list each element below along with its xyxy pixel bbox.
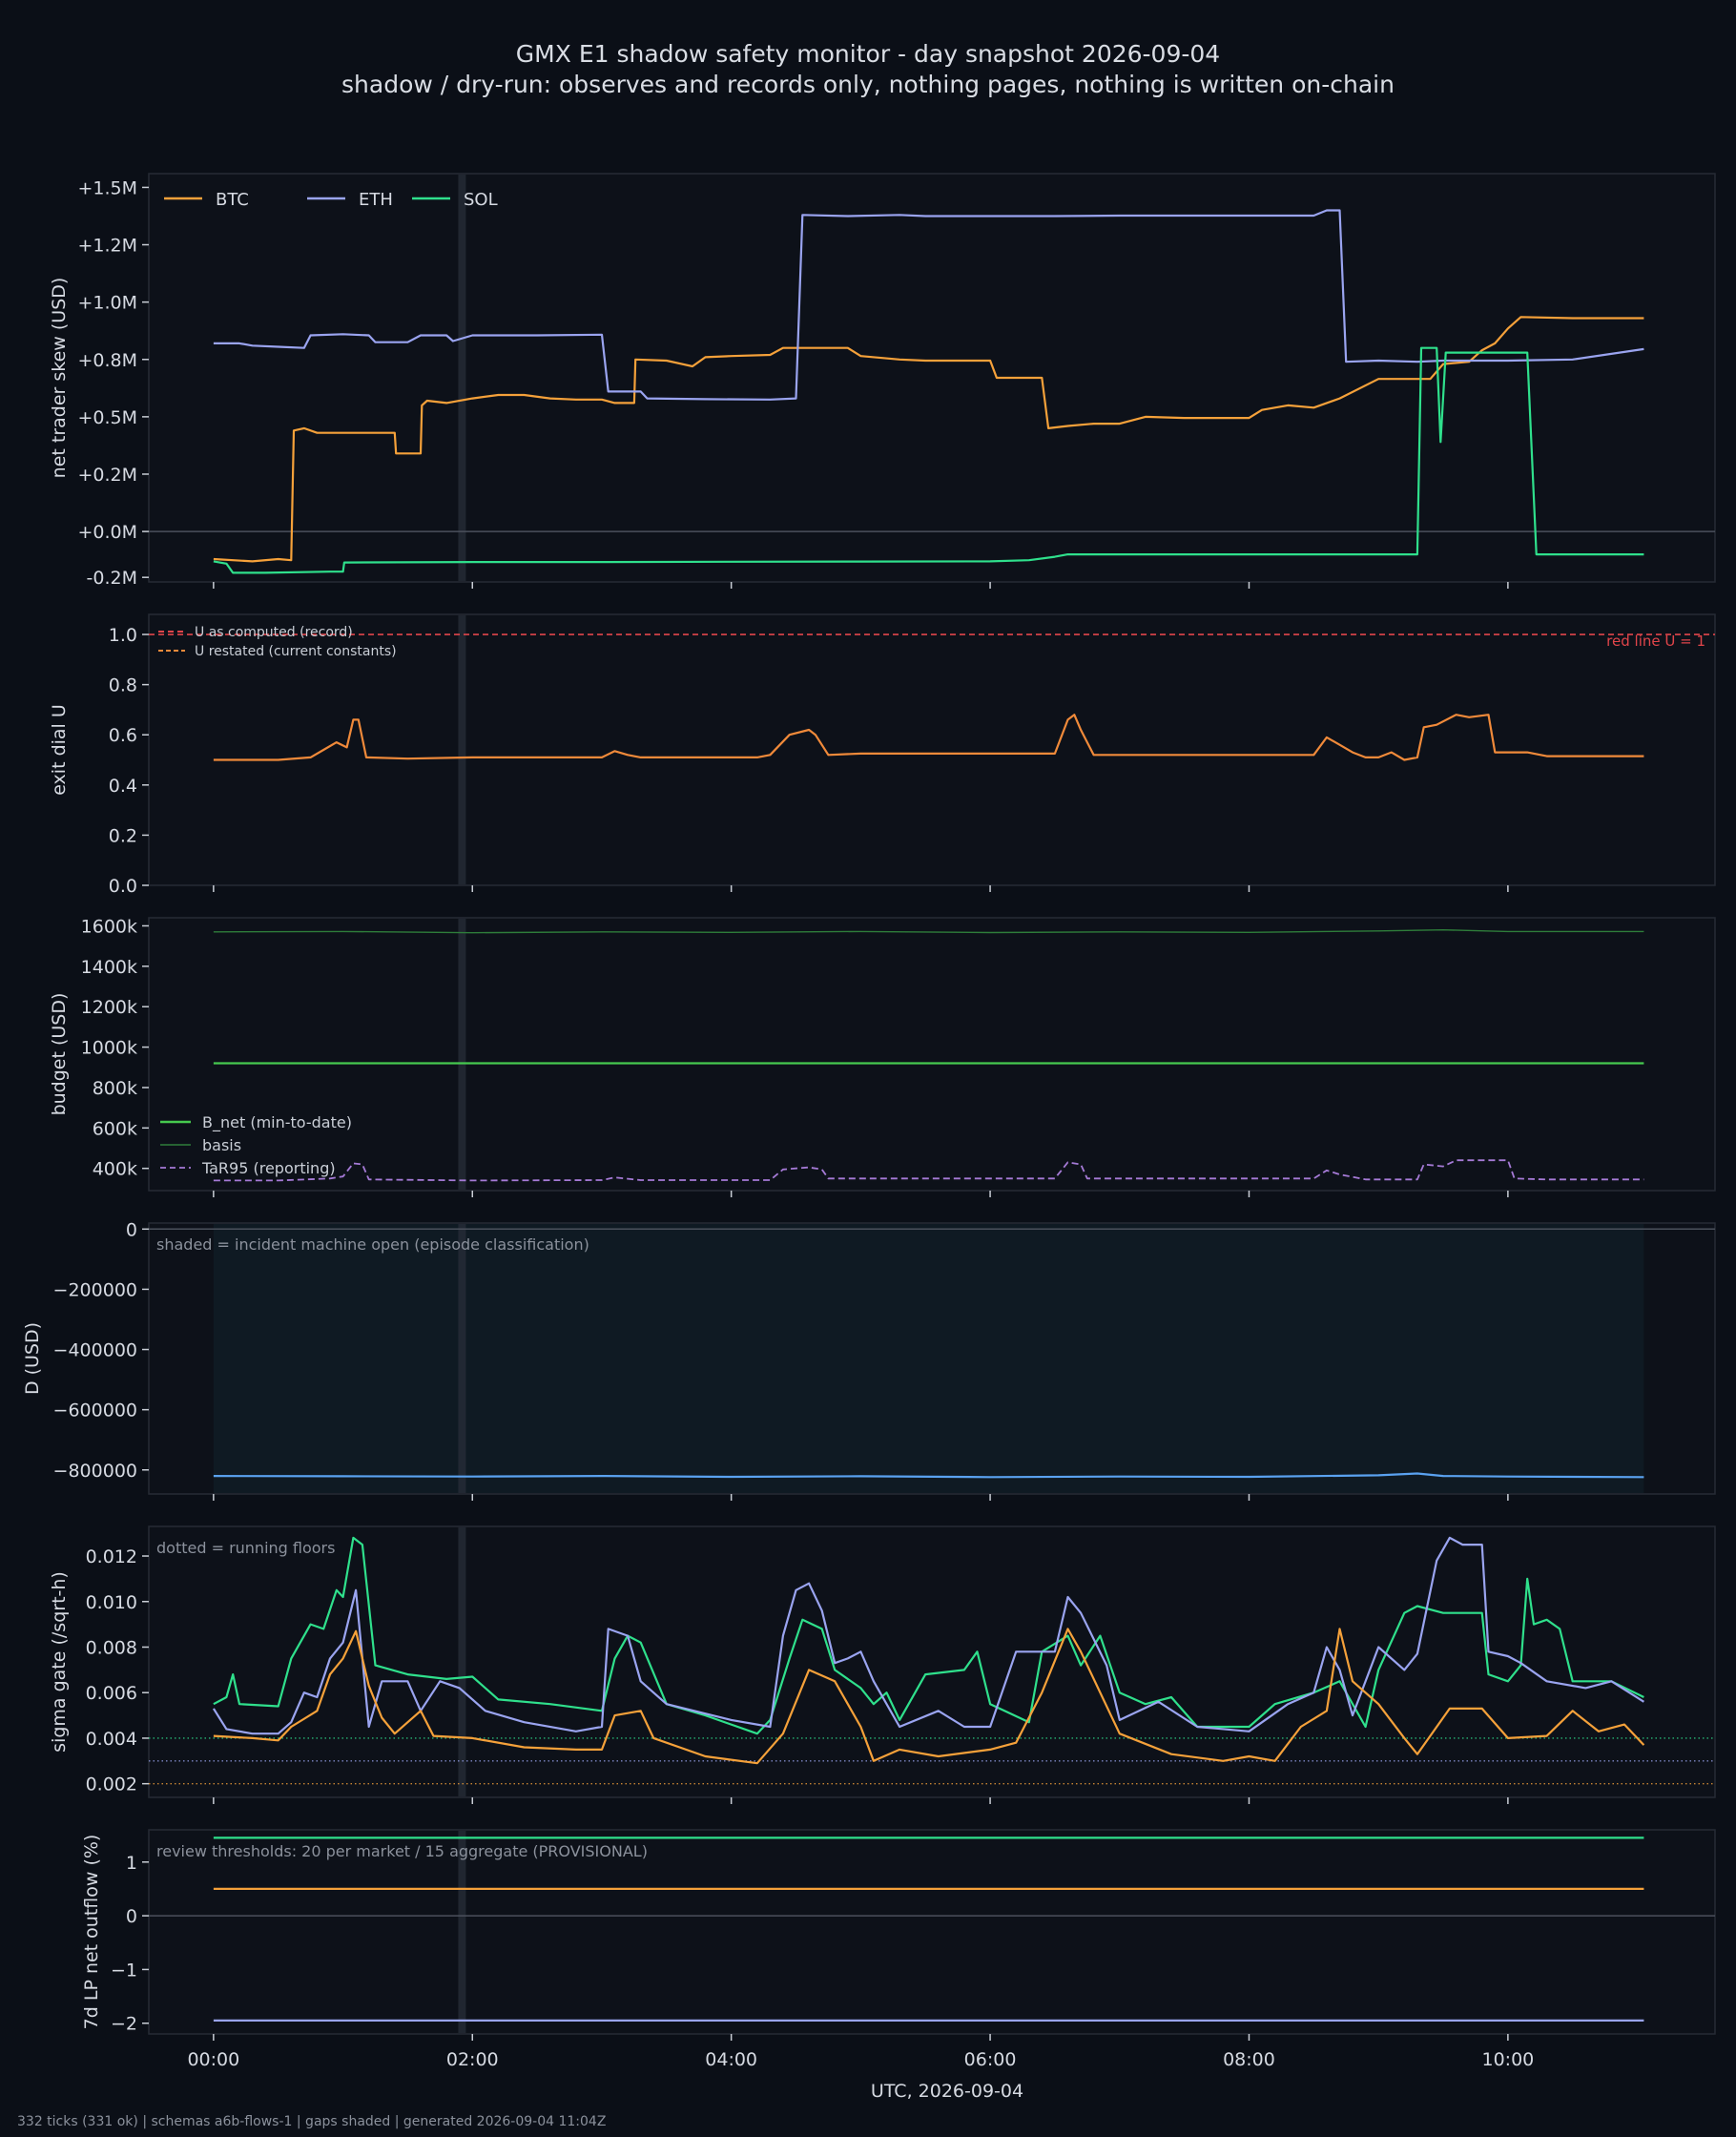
- y-tick-label: −800000: [53, 1461, 137, 1482]
- series-sol: [213, 346, 1644, 574]
- x-tick-label: 00:00: [187, 2049, 239, 2070]
- y-tick-label: 1200k: [81, 997, 137, 1018]
- incident-shade: [213, 1224, 1644, 1493]
- y-tick-label: +1.5M: [77, 177, 137, 198]
- panel-annotation: review thresholds: 20 per market / 15 ag…: [156, 1842, 648, 1860]
- x-tick-label: 04:00: [705, 2049, 757, 2070]
- y-tick-label: 800k: [93, 1078, 137, 1099]
- y-tick-label: 0.002: [86, 1774, 137, 1795]
- series-btc: [213, 1628, 1645, 1765]
- series-eth: [212, 1536, 1644, 1735]
- gap-shade: [458, 1224, 466, 1493]
- y-axis-label: exit dial U: [49, 704, 70, 796]
- panel-exit_dial: 0.0 0.2 0.4 0.6 0.8 1.0 exit dial U red line U …: [49, 613, 1716, 897]
- legend-label: U restated (current constants): [195, 644, 397, 659]
- x-tick-label: 10:00: [1481, 2049, 1534, 2070]
- y-axis-label: 7d LP net outflow (%): [81, 1835, 102, 2030]
- legend-label: TaR95 (reporting): [201, 1159, 336, 1177]
- panel-skew: -0.2M +0.0M +0.2M +0.5M +0.8M +1.0M +1.2M +1.5M…: [49, 173, 1716, 589]
- series-eth: [213, 209, 1644, 401]
- footer-status: 332 ticks (331 ok) | schemas a6b-flows-1…: [17, 2114, 607, 2129]
- y-tick-label: 0: [126, 1219, 137, 1240]
- redline-annotation: red line U = 1: [1606, 633, 1705, 650]
- chart-title: GMX E1 shadow safety monitor - day snaps…: [515, 40, 1221, 68]
- panel-annotation: shaded = incident machine open (episode …: [156, 1235, 589, 1254]
- y-tick-label: 0.4: [109, 776, 137, 797]
- y-axis-label: budget (USD): [49, 993, 70, 1116]
- legend-label: ETH: [359, 190, 393, 210]
- y-tick-label: 0.6: [109, 725, 137, 746]
- panel-annotation: dotted = running floors: [156, 1539, 335, 1557]
- y-tick-label: 1400k: [81, 957, 137, 978]
- series-btc: [213, 316, 1644, 563]
- y-tick-label: 0.8: [109, 675, 137, 696]
- panel-drawdown: −800000 −600000 −400000 −200000 0 D (USD) shad…: [22, 1219, 1716, 1501]
- y-tick-label: 0: [126, 1906, 137, 1927]
- y-tick-label: 0.008: [86, 1637, 137, 1658]
- x-tick-label: 08:00: [1223, 2049, 1275, 2070]
- legend-label: B_net (min-to-date): [202, 1113, 352, 1132]
- y-tick-label: 400k: [93, 1159, 137, 1180]
- y-tick-label: -0.2M: [87, 568, 137, 589]
- series-tar95: [213, 1159, 1644, 1182]
- y-tick-label: 1: [126, 1853, 137, 1874]
- legend-label: U as computed (record): [195, 625, 353, 640]
- gap-shade: [458, 919, 466, 1190]
- series-d: [213, 1472, 1644, 1479]
- y-tick-label: 0.010: [86, 1592, 137, 1613]
- y-axis-label: sigma gate (/sqrt-h): [49, 1571, 70, 1753]
- panel-frame: [148, 613, 1716, 886]
- y-tick-label: +0.5M: [77, 407, 137, 428]
- y-tick-label: 0.012: [86, 1546, 137, 1567]
- panel-frame: [148, 173, 1716, 583]
- y-tick-label: +0.8M: [77, 350, 137, 371]
- y-tick-label: +1.0M: [77, 293, 137, 314]
- x-axis-label: UTC, 2026-09-04: [871, 2081, 1023, 2102]
- y-tick-label: −200000: [53, 1279, 137, 1300]
- series-u: [213, 714, 1644, 761]
- panel-frame: [148, 1525, 1716, 1798]
- gap-shade: [458, 1831, 466, 2033]
- gap-shade: [458, 175, 466, 581]
- y-tick-label: +1.2M: [77, 236, 137, 257]
- y-axis-label: net trader skew (USD): [49, 278, 70, 479]
- panel-sigma: 0.002 0.004 0.006 0.008 0.010 0.012 sigma gate…: [49, 1525, 1716, 1804]
- y-tick-label: 0.0: [109, 876, 137, 897]
- legend-label: BTC: [216, 190, 249, 210]
- y-tick-label: 0.006: [86, 1683, 137, 1704]
- y-tick-label: 1000k: [81, 1038, 137, 1059]
- y-tick-label: −2: [111, 2014, 137, 2035]
- gap-shade: [458, 1527, 466, 1796]
- panel-frame: [148, 1829, 1716, 2035]
- y-tick-label: +0.2M: [77, 465, 137, 486]
- series-sol: [213, 1536, 1644, 1735]
- y-tick-label: −600000: [53, 1400, 137, 1421]
- y-tick-label: −1: [111, 1960, 137, 1981]
- x-tick-label: 06:00: [964, 2049, 1017, 2070]
- legend-label: basis: [202, 1136, 241, 1154]
- y-tick-label: +0.0M: [77, 522, 137, 543]
- y-tick-label: 0.2: [109, 825, 137, 846]
- x-tick-label: 02:00: [446, 2049, 499, 2070]
- panel-budget: 400k 600k 800k 1000k 1200k 1400k 1600k budget (…: [49, 916, 1716, 1197]
- gap-shade: [458, 615, 466, 884]
- series-basis: [213, 929, 1644, 934]
- y-tick-label: 1.0: [109, 625, 137, 646]
- panel-lp_outflow: −2 −1 0 1 7d LP net outflow (%) review thresh…: [81, 1829, 1716, 2102]
- legend-label: SOL: [464, 190, 498, 210]
- panel-frame: [148, 917, 1716, 1192]
- chart-subtitle: shadow / dry-run: observes and records o…: [341, 71, 1395, 98]
- y-tick-label: −400000: [53, 1340, 137, 1361]
- y-axis-label: D (USD): [22, 1322, 43, 1395]
- y-tick-label: 600k: [93, 1118, 137, 1139]
- y-tick-label: 1600k: [81, 916, 137, 937]
- y-tick-label: 0.004: [86, 1729, 137, 1750]
